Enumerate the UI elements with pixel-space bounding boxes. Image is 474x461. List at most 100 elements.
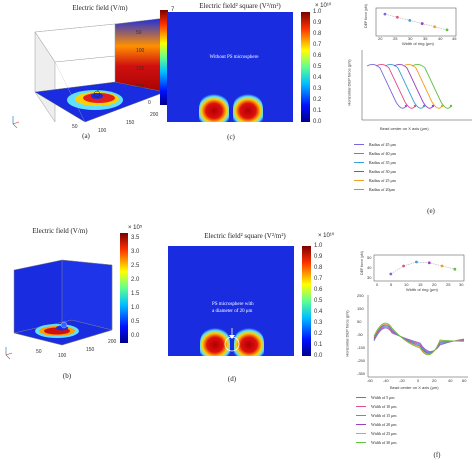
panel-b-multiplier: × 10⁵ (128, 225, 143, 231)
dep-curve (373, 325, 465, 354)
inset-point (433, 25, 437, 29)
panel-f-inset-ytick: 30 (367, 275, 372, 280)
panel-c-annotation: Without PS microsphere (209, 55, 259, 60)
panel-e-main-chart (361, 50, 472, 121)
panel-d-title: Electric field² square (V²/m²) (204, 232, 286, 240)
panel-c-colorbar-tick: 0.4 (313, 75, 322, 81)
panel-c-colorbar-tick: 1.0 (313, 9, 322, 15)
panel-f-xtick: 60 (462, 378, 467, 383)
panel-b-3d-field-plot (5, 259, 113, 360)
panel-d-colorbar-tick: 0.9 (314, 254, 323, 260)
panel-b-colorbar-tick: 2.5 (131, 263, 140, 269)
panel-a-axis-tick: 50 (136, 30, 142, 36)
panel-e-inset-xtick: 45 (452, 36, 457, 41)
panel-d-colorbar-tick: 0.3 (314, 320, 323, 326)
dep-curve (384, 63, 425, 109)
panel-e-legend: Radius of 45 μm Radius of 40 μm Radius o… (354, 142, 434, 192)
panel-a-axis-tick: 150 (136, 66, 145, 72)
panel-d-colorbar-tick: 1.0 (314, 243, 323, 249)
panel-f-main-chart (367, 295, 468, 378)
dep-curve (375, 63, 416, 109)
panel-e: DEP force (pN) Width of ring (μm) 20 25 … (340, 0, 474, 220)
panel-a-caption: (a) (82, 132, 90, 140)
panel-b-colorbar-tick: 1.5 (131, 291, 140, 297)
panel-e-caption: (e) (427, 207, 435, 215)
dep-curve (373, 322, 465, 356)
panel-c-colorbar-tick: 0.5 (313, 64, 322, 70)
panel-f-ytick: -250 (357, 358, 366, 363)
panel-f-inset-xtick: 0 (376, 282, 379, 287)
panel-c-colorbar-tick: 0.7 (313, 42, 322, 48)
panel-a-axis-tick: 0 (148, 100, 151, 106)
panel-c-colorbar-tick: 0.9 (313, 20, 322, 26)
panel-b-axis-tick: 50 (36, 349, 42, 355)
panel-d-field-map (168, 246, 294, 356)
inset-point (440, 264, 444, 268)
panel-f-ytick: 50 (357, 319, 362, 324)
inset-point (389, 272, 393, 276)
curve-end-marker (413, 104, 417, 108)
panel-e-ylabel: Horizontal DEP force (pN) (346, 59, 352, 106)
panel-e-inset-xtick: 30 (408, 36, 413, 41)
panel-d: Electric field² square (V²/m²) × 10¹⁰ PS… (160, 230, 350, 390)
panel-b-colorbar (120, 233, 128, 343)
panel-f-inset-xtick: 25 (446, 282, 451, 287)
panel-e-inset-xtick: 25 (393, 36, 398, 41)
dep-curve (366, 63, 407, 109)
panel-d-colorbar-tick: 0.7 (314, 276, 323, 282)
curve-end-marker (440, 104, 444, 108)
panel-e-inset-xtick: 20 (378, 36, 383, 41)
panel-b-axis-tick: 200 (108, 339, 117, 345)
panel-f-ytick: 150 (357, 306, 364, 311)
panel-f-ytick: 250 (357, 293, 364, 298)
panel-d-colorbar-tick: 0.0 (314, 353, 323, 359)
dep-curve (373, 323, 464, 355)
panel-e-inset-xlabel: Width of ring (μm) (402, 41, 434, 46)
panel-c-colorbar-tick: 0.8 (313, 31, 322, 37)
panel-f-inset-xtick: 20 (432, 282, 437, 287)
panel-e-inset-xtick: 35 (423, 36, 428, 41)
panel-d-annotation-line1: PS microsphere with (212, 302, 254, 307)
panel-f-legend: Width of 5 μm Width of 10 μm Width of 15… (356, 395, 436, 445)
panel-f-inset-xtick: 30 (459, 282, 464, 287)
dep-curve (373, 324, 465, 354)
inset-point (383, 12, 387, 16)
panel-f-xtick: 0 (417, 378, 420, 383)
panel-f-inset-xlabel: Width of ring (μm) (406, 287, 438, 292)
panel-f-inset-ytick: 50 (367, 255, 372, 260)
panel-b-axis-tick: 100 (58, 353, 67, 359)
dep-curve (373, 327, 465, 352)
panel-c-colorbar (301, 12, 310, 122)
inset-point (420, 22, 424, 25)
panel-b-title: Electric field (V/m) (32, 227, 88, 235)
panel-a-axis-tick: 200 (136, 84, 145, 90)
panel-d-multiplier: × 10¹⁰ (318, 233, 335, 239)
panel-a-colorbar (160, 10, 168, 105)
panel-e-inset-xtick: 40 (438, 36, 443, 41)
panel-a-axis-tick: 100 (136, 48, 145, 54)
panel-d-colorbar (302, 246, 311, 356)
dep-curve (393, 63, 434, 109)
inset-line (390, 261, 455, 275)
inset-point (453, 267, 457, 271)
panel-f-ytick: -50 (357, 332, 363, 337)
dep-curve (402, 63, 443, 109)
panel-c-colorbar-tick: 0.0 (313, 119, 322, 125)
panel-a-colorbar-tick: 7 (171, 7, 175, 13)
panel-f-ytick: -350 (357, 371, 366, 376)
panel-d-colorbar-tick: 0.6 (314, 287, 323, 293)
inset-point (415, 260, 418, 264)
panel-b-colorbar-tick: 1.0 (131, 305, 140, 311)
panel-a-axis-tick: 100 (98, 128, 107, 134)
panel-f: DEP force (pN) 50 40 30 0 5 10 15 20 25 … (340, 251, 474, 461)
panel-d-annotation-line2: a diameter of 20 μm (212, 309, 253, 314)
dep-curve (373, 326, 465, 353)
panel-c-colorbar-tick: 0.1 (313, 108, 322, 114)
panel-c-colorbar-tick: 0.2 (313, 97, 322, 103)
panel-b-colorbar-tick: 2.0 (131, 277, 140, 283)
panel-f-xtick: -40 (383, 378, 389, 383)
panel-a-axis-tick: 200 (150, 112, 159, 118)
panel-a-3d-field-plot (12, 17, 166, 129)
panel-f-inset-xtick: 5 (390, 282, 393, 287)
curve-end-marker (404, 104, 408, 108)
